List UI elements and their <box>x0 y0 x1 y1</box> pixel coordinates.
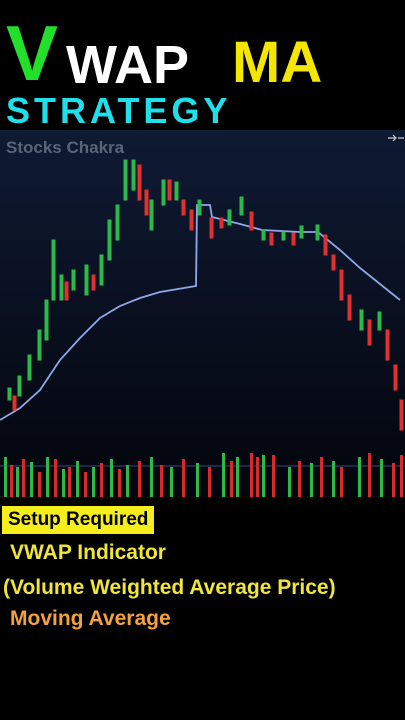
subtitle: STRATEGY <box>6 90 232 131</box>
title-v: V <box>6 9 59 97</box>
title-wap: WAP <box>66 35 190 95</box>
title-ma: MA <box>232 30 323 95</box>
chart-background <box>0 130 405 498</box>
vwap-line <box>0 204 401 421</box>
green-volume <box>4 453 383 497</box>
price-chart <box>0 130 405 498</box>
red-candles <box>12 164 404 431</box>
note-line: VWAP Indicator <box>10 541 166 564</box>
note-line: (Volume Weighted Average Price) <box>3 576 336 599</box>
watermark: Stocks Chakra <box>6 138 125 157</box>
green-candles <box>7 159 382 401</box>
note-line: Moving Average <box>10 607 171 630</box>
notes-heading: Setup Required <box>2 506 155 534</box>
chart-icon <box>388 134 404 142</box>
